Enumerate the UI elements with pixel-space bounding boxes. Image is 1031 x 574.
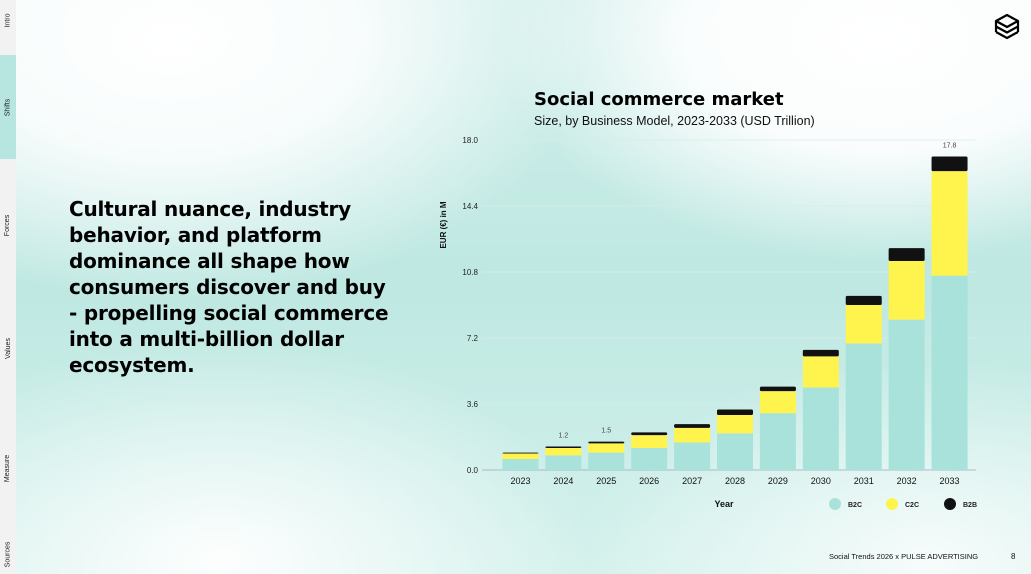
x-tick-label: 2023 (510, 476, 530, 486)
x-axis-ticks: 2023 2024 2025 2026 2027 2028 2029 2030 2031 2032… (510, 476, 959, 486)
footer-text: Social Trends 2026 x PULSE ADVERTISING (829, 552, 979, 561)
bar-b2c-2032 (888, 319, 925, 470)
y-axis-ticks: 0.0 3.6 7.2 10.8 14.4 18.0 (462, 136, 478, 475)
data-label: 1.5 (601, 428, 611, 435)
bar-b2c-2031 (845, 343, 882, 470)
bar-c2c-2032 (888, 261, 925, 320)
sidebar-item-label: Values (4, 337, 12, 359)
sidebar-item-values[interactable]: Values (0, 328, 16, 368)
bar-c2c-2029 (759, 391, 796, 414)
page-number: 8 (1011, 552, 1016, 561)
x-tick-label: 2028 (725, 476, 745, 486)
chart-title: Social commerce market (534, 89, 784, 110)
legend-label: B2C (848, 502, 862, 509)
bar-c2c-2027 (674, 427, 711, 443)
bar-b2b-2024 (545, 446, 582, 448)
sidebar-item-label: Shifts (4, 98, 12, 116)
bar-b2b-2032 (888, 248, 925, 261)
bar-c2c-2025 (588, 443, 625, 453)
stacked-cube-logo-icon (994, 13, 1020, 40)
bar-b2c-2030 (802, 387, 839, 470)
bar-b2c-2029 (759, 413, 796, 470)
bar-c2c-2030 (802, 356, 839, 388)
bar-c2c-2026 (631, 435, 668, 448)
bar-b2b-2027 (674, 424, 711, 428)
bar-b2c-2025 (588, 452, 625, 470)
bar-c2c-2024 (545, 448, 582, 456)
sidebar-item-shifts[interactable]: Shifts (0, 55, 16, 159)
bar-b2c-2023 (502, 459, 539, 470)
sidebar-item-intro[interactable]: Intro (0, 0, 16, 40)
legend-swatch-b2b (944, 498, 956, 510)
sidebar-item-label: Sources (4, 541, 12, 567)
chart-bars (502, 156, 968, 470)
legend-swatch-b2c (829, 498, 841, 510)
bar-b2c-2026 (631, 448, 668, 470)
bar-b2b-2028 (717, 409, 753, 415)
x-axis-label: Year (714, 499, 734, 509)
y-tick-label: 3.6 (467, 400, 479, 409)
sidebar-item-label: Intro (4, 12, 12, 28)
sidebar-item-sources[interactable]: Sources (0, 534, 16, 574)
bar-b2b-2029 (759, 386, 796, 392)
x-tick-label: 2024 (553, 476, 573, 486)
bar-b2b-2030 (802, 349, 839, 357)
x-tick-label: 2026 (639, 476, 659, 486)
legend-swatch-c2c (886, 498, 898, 510)
legend-label: B2B (963, 502, 977, 509)
bar-b2b-2033 (931, 156, 968, 172)
y-tick-label: 14.4 (462, 202, 478, 211)
bar-c2c-2033 (931, 171, 968, 276)
x-tick-label: 2029 (768, 476, 788, 486)
bar-b2b-2026 (631, 432, 668, 436)
y-axis-label: EUR (€) in M (439, 201, 448, 248)
data-labels: 1.2 1.5 17.8 (558, 143, 956, 440)
chart-legend: B2C C2C B2B (829, 498, 977, 510)
sidebar-item-forces[interactable]: Forces (0, 205, 16, 245)
data-label: 1.2 (558, 433, 568, 440)
headline-text: Cultural nuance, industry behavior, and … (69, 197, 389, 377)
stacked-bar-chart: 0.03.67.210.814.418.0 2023 2024 2025 2026 20… (439, 136, 977, 510)
x-tick-label: 2030 (811, 476, 831, 486)
sidebar-item-measure[interactable]: Measure (0, 448, 16, 488)
x-tick-label: 2032 (897, 476, 917, 486)
sidebar-item-label: Measure (4, 454, 12, 482)
x-tick-label: 2033 (940, 476, 960, 486)
x-tick-label: 2027 (682, 476, 702, 486)
y-tick-label: 18.0 (462, 136, 478, 145)
bar-b2b-2023 (502, 452, 539, 454)
chart-subtitle: Size, by Business Model, 2023-2033 (USD … (534, 114, 815, 128)
x-tick-label: 2025 (596, 476, 616, 486)
y-tick-label: 10.8 (462, 268, 478, 277)
y-tick-label: 0.0 (467, 466, 479, 475)
bar-b2c-2027 (674, 442, 711, 470)
sidebar-item-label: Forces (4, 214, 12, 236)
data-label: 17.8 (943, 143, 957, 150)
bar-c2c-2023 (502, 453, 539, 459)
bar-c2c-2028 (717, 415, 753, 434)
bar-b2b-2025 (588, 441, 625, 444)
bar-b2b-2031 (845, 295, 882, 305)
bar-b2c-2033 (931, 275, 968, 470)
y-tick-label: 7.2 (467, 334, 479, 343)
x-tick-label: 2031 (854, 476, 874, 486)
bar-b2c-2024 (545, 455, 582, 470)
bar-c2c-2031 (845, 305, 882, 344)
section-sidebar: Intro Shifts Forces Values Measure Sourc… (0, 0, 16, 574)
legend-label: C2C (905, 502, 919, 509)
bar-b2c-2028 (717, 433, 753, 470)
